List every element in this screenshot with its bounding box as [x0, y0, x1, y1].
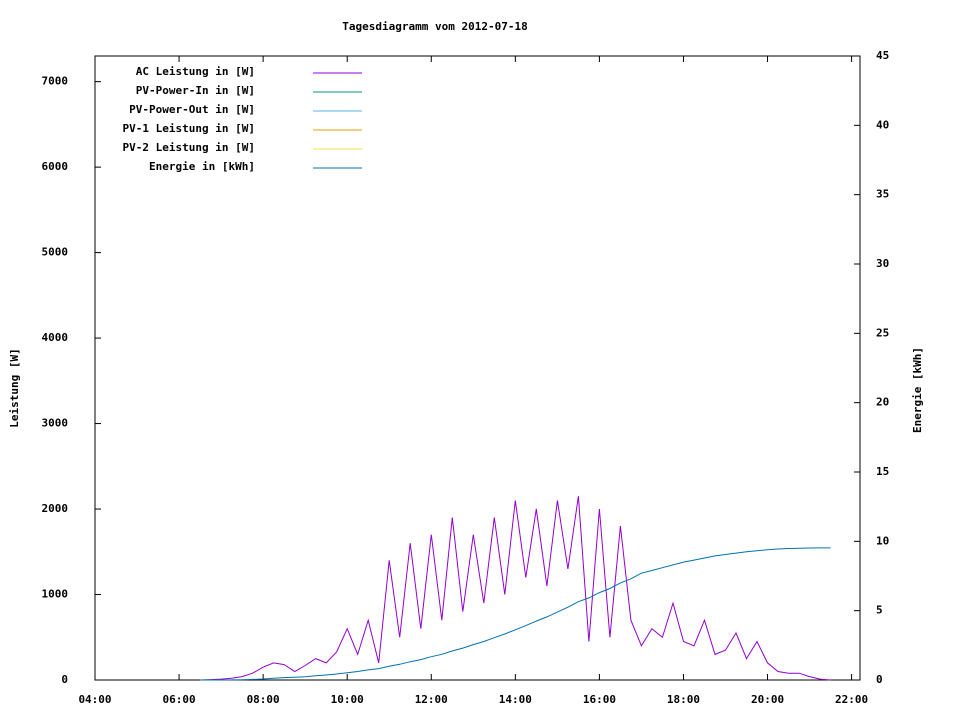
x-tick-label: 18:00	[667, 693, 700, 706]
series-line	[200, 547, 831, 681]
y-tick-label: 7000	[42, 75, 69, 88]
y2-axis-label: Energie [kWh]	[911, 347, 924, 433]
y2-tick-label: 25	[876, 326, 889, 339]
y-tick-label: 3000	[42, 417, 69, 430]
plot-frame	[94, 55, 861, 681]
y2-tick-label: 45	[876, 49, 889, 62]
legend-label: PV-2 Leistung in [W]	[123, 141, 255, 154]
y2-tick-label: 10	[876, 534, 889, 547]
series-line	[200, 496, 831, 681]
y2-tick-label: 15	[876, 465, 889, 478]
y-tick-label: 6000	[42, 160, 69, 173]
x-tick-label: 22:00	[835, 693, 868, 706]
x-tick-label: 20:00	[751, 693, 784, 706]
y-tick-label: 0	[61, 673, 68, 686]
x-tick-label: 06:00	[163, 693, 196, 706]
x-tick-label: 14:00	[499, 693, 532, 706]
legend-label: PV-1 Leistung in [W]	[123, 122, 255, 135]
y2-tick-label: 20	[876, 396, 889, 409]
y-tick-label: 4000	[42, 331, 69, 344]
y-tick-label: 2000	[42, 502, 69, 515]
y-axis-label: Leistung [W]	[8, 348, 21, 427]
y-tick-label: 5000	[42, 246, 69, 259]
y2-tick-label: 35	[876, 188, 889, 201]
legend-label: PV-Power-In in [W]	[136, 84, 255, 97]
legend-label: Energie in [kWh]	[149, 160, 255, 173]
y-tick-label: 1000	[42, 588, 69, 601]
chart-title: Tagesdiagramm vom 2012-07-18	[342, 20, 527, 33]
x-tick-label: 12:00	[415, 693, 448, 706]
y2-tick-label: 5	[876, 604, 883, 617]
x-tick-label: 08:00	[247, 693, 280, 706]
x-tick-label: 04:00	[78, 693, 111, 706]
y2-tick-label: 0	[876, 673, 883, 686]
y2-tick-label: 40	[876, 118, 889, 131]
legend-label: AC Leistung in [W]	[136, 65, 255, 78]
x-tick-label: 10:00	[331, 693, 364, 706]
x-tick-label: 16:00	[583, 693, 616, 706]
legend-label: PV-Power-Out in [W]	[129, 103, 255, 116]
y2-tick-label: 30	[876, 257, 889, 270]
